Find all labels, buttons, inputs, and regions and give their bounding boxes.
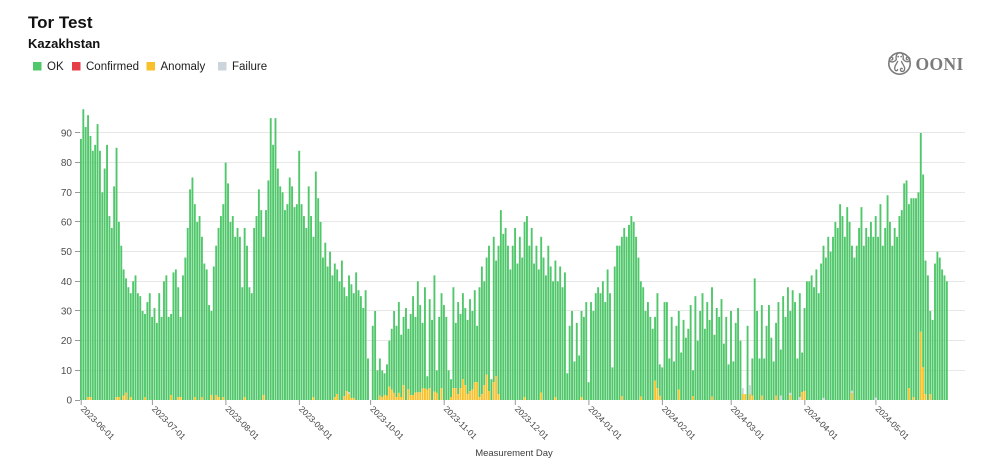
svg-text:20: 20 — [61, 336, 73, 347]
svg-text:50: 50 — [61, 247, 73, 258]
svg-text:Anomaly: Anomaly — [161, 61, 206, 73]
svg-text:70: 70 — [61, 188, 73, 199]
svg-text:30: 30 — [61, 307, 73, 318]
svg-text:Failure: Failure — [232, 61, 267, 73]
svg-text:10: 10 — [61, 366, 73, 377]
svg-text:0: 0 — [66, 396, 72, 407]
svg-text:Tor Test: Tor Test — [28, 13, 93, 32]
svg-text:OONI: OONI — [916, 54, 964, 74]
svg-text:OK: OK — [47, 61, 64, 73]
svg-text:80: 80 — [61, 158, 73, 169]
svg-text:Kazakhstan: Kazakhstan — [28, 36, 100, 51]
svg-text:40: 40 — [61, 277, 73, 288]
svg-text:60: 60 — [61, 218, 73, 229]
svg-text:90: 90 — [61, 129, 73, 140]
svg-text:Measurement Day: Measurement Day — [475, 448, 553, 459]
svg-text:Confirmed: Confirmed — [86, 61, 139, 73]
